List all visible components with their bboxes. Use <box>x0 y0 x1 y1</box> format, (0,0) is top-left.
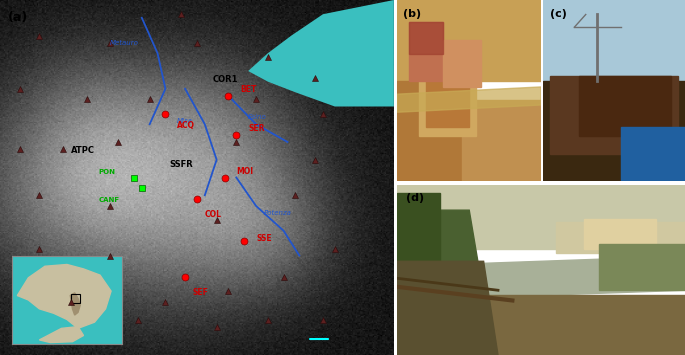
Text: Metauro: Metauro <box>110 40 139 45</box>
Text: Esino: Esino <box>248 114 267 120</box>
Text: SSFR: SSFR <box>169 160 193 169</box>
Polygon shape <box>397 193 440 295</box>
Polygon shape <box>397 261 498 355</box>
Text: PON: PON <box>99 169 116 175</box>
Polygon shape <box>248 0 394 106</box>
Polygon shape <box>579 76 671 136</box>
Polygon shape <box>397 81 462 181</box>
Text: (a): (a) <box>8 11 28 24</box>
Polygon shape <box>426 69 469 127</box>
Polygon shape <box>621 127 685 181</box>
Text: (d): (d) <box>406 193 424 203</box>
Polygon shape <box>397 295 685 355</box>
Text: Potenza: Potenza <box>264 210 292 216</box>
Polygon shape <box>397 87 541 112</box>
Polygon shape <box>543 0 685 81</box>
Polygon shape <box>409 22 443 81</box>
Polygon shape <box>443 40 481 87</box>
Text: CANF: CANF <box>99 197 120 203</box>
Polygon shape <box>599 244 685 290</box>
Polygon shape <box>584 219 656 249</box>
Polygon shape <box>397 0 541 81</box>
Text: ACQ: ACQ <box>177 121 195 130</box>
Polygon shape <box>543 81 685 181</box>
Polygon shape <box>550 76 678 154</box>
Text: COR1: COR1 <box>212 75 238 84</box>
Text: (c): (c) <box>550 9 567 19</box>
Text: SSE: SSE <box>256 234 272 244</box>
Text: BET: BET <box>240 85 257 94</box>
Polygon shape <box>397 256 685 300</box>
Text: (b): (b) <box>403 9 421 19</box>
Text: Misa: Misa <box>177 118 193 124</box>
Text: SEF: SEF <box>193 288 209 297</box>
Text: SER: SER <box>248 124 264 133</box>
Polygon shape <box>397 185 685 249</box>
Polygon shape <box>462 99 541 181</box>
Text: ATPC: ATPC <box>71 146 95 155</box>
Text: COL: COL <box>205 209 222 219</box>
Text: MOI: MOI <box>236 167 253 176</box>
Polygon shape <box>409 22 443 54</box>
Polygon shape <box>556 222 685 253</box>
Polygon shape <box>397 210 484 295</box>
Polygon shape <box>419 54 476 136</box>
